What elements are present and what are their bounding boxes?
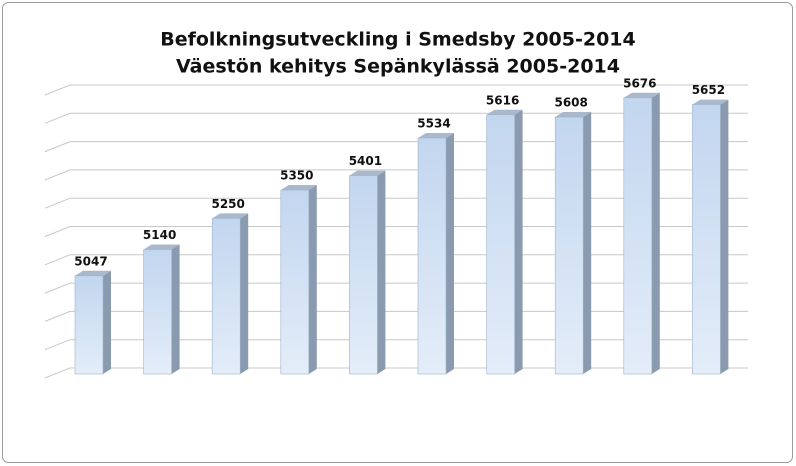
bar-top xyxy=(555,112,592,118)
bar-top xyxy=(75,270,111,276)
bar-side xyxy=(171,244,180,374)
bar-side xyxy=(240,213,249,374)
bar xyxy=(143,249,172,375)
bar xyxy=(623,97,653,375)
bar-top xyxy=(212,213,249,219)
bar-side xyxy=(720,99,729,375)
bar-side xyxy=(446,132,454,374)
value-label: 5350 xyxy=(280,169,313,183)
bar-side xyxy=(377,170,386,374)
bar-top xyxy=(692,99,729,105)
bar xyxy=(486,114,515,375)
value-label: 5608 xyxy=(554,96,587,110)
bar-top xyxy=(418,132,454,138)
bar-top xyxy=(623,92,660,98)
bar-top xyxy=(280,185,317,191)
bar xyxy=(280,189,310,375)
bar-side xyxy=(514,109,523,374)
bar-top xyxy=(486,109,523,115)
value-label: 5250 xyxy=(211,197,244,211)
bar xyxy=(692,104,721,375)
value-label: 5047 xyxy=(74,254,107,268)
bar xyxy=(349,175,378,375)
value-label: 5140 xyxy=(143,228,176,242)
value-label: 5676 xyxy=(623,76,656,90)
bar-top xyxy=(349,170,386,176)
bar xyxy=(554,116,584,375)
bar xyxy=(211,218,241,375)
bar-side xyxy=(583,112,592,374)
bar xyxy=(417,137,447,375)
chart-subtitle: Väestön kehitys Sepänkylässä 2005-2014 xyxy=(176,56,620,78)
bar-side xyxy=(308,185,317,374)
bar xyxy=(74,275,104,375)
value-label: 5616 xyxy=(486,93,519,107)
value-label: 5534 xyxy=(417,116,450,130)
bar-side xyxy=(103,270,111,374)
bar-top xyxy=(143,244,180,250)
grid-line xyxy=(44,84,748,96)
value-label: 5401 xyxy=(349,154,382,168)
bar-side xyxy=(651,92,660,375)
value-label: 5652 xyxy=(692,83,725,97)
chart-title: Befolkningsutveckling i Smedsby 2005-201… xyxy=(160,29,636,51)
